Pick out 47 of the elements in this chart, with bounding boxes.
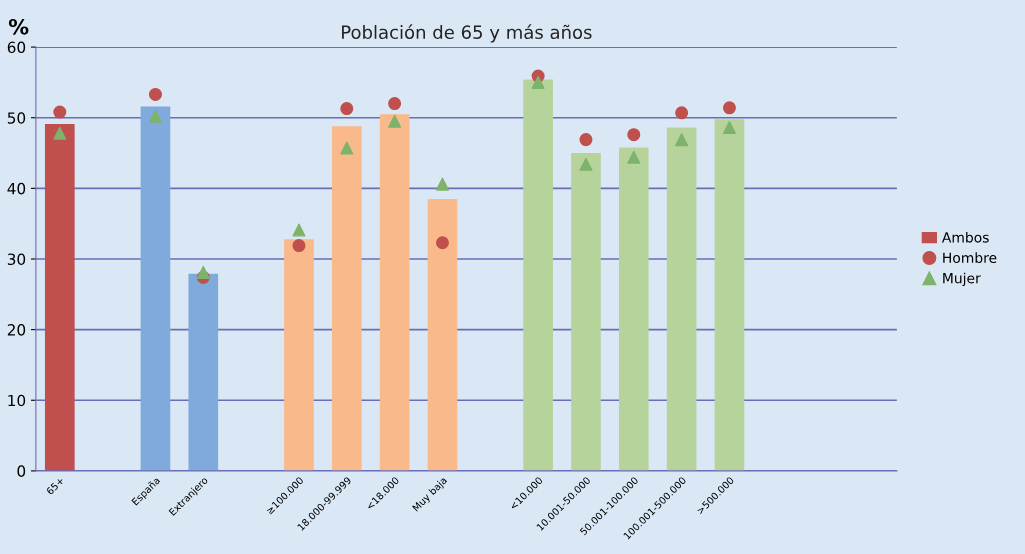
point — [388, 97, 402, 111]
bar — [523, 79, 553, 471]
point — [53, 105, 67, 119]
point — [53, 126, 67, 140]
point — [148, 87, 162, 101]
point — [340, 141, 354, 155]
legend-label: Hombre — [943, 252, 997, 264]
point — [292, 239, 306, 253]
bar — [44, 124, 75, 471]
y-axis-title: % — [8, 18, 29, 35]
point — [627, 128, 641, 142]
point — [675, 133, 689, 147]
bar — [331, 126, 362, 471]
point — [435, 177, 449, 191]
x-tick-label: 65+ — [45, 476, 65, 496]
bar — [666, 127, 697, 471]
bar — [140, 106, 171, 471]
bar — [714, 119, 745, 471]
point — [675, 106, 689, 120]
y-tick-label: 60 — [7, 41, 26, 54]
point — [196, 265, 210, 279]
bar — [379, 114, 410, 471]
point — [388, 114, 402, 128]
bar — [618, 147, 649, 471]
point — [531, 75, 545, 89]
y-tick-label: 30 — [7, 253, 26, 266]
point — [627, 150, 641, 164]
y-tick-label: 10 — [8, 394, 26, 407]
point — [292, 223, 306, 237]
y-tick-label: 0 — [17, 465, 26, 477]
bar — [188, 273, 219, 471]
bar — [284, 239, 314, 471]
point — [579, 157, 593, 171]
point — [148, 109, 162, 123]
point — [722, 121, 736, 135]
point — [579, 133, 593, 147]
chart-title: Población de 65 y más años — [342, 24, 592, 43]
legend-label: Ambos — [941, 231, 989, 243]
point — [435, 236, 449, 250]
legend-label: Mujer — [943, 272, 981, 287]
bar — [427, 198, 458, 471]
point — [722, 101, 736, 115]
point — [340, 102, 354, 116]
bar — [571, 153, 601, 471]
y-tick-label: 20 — [7, 324, 26, 336]
y-tick-label: 50 — [7, 112, 26, 124]
y-tick-label: 40 — [7, 182, 26, 195]
